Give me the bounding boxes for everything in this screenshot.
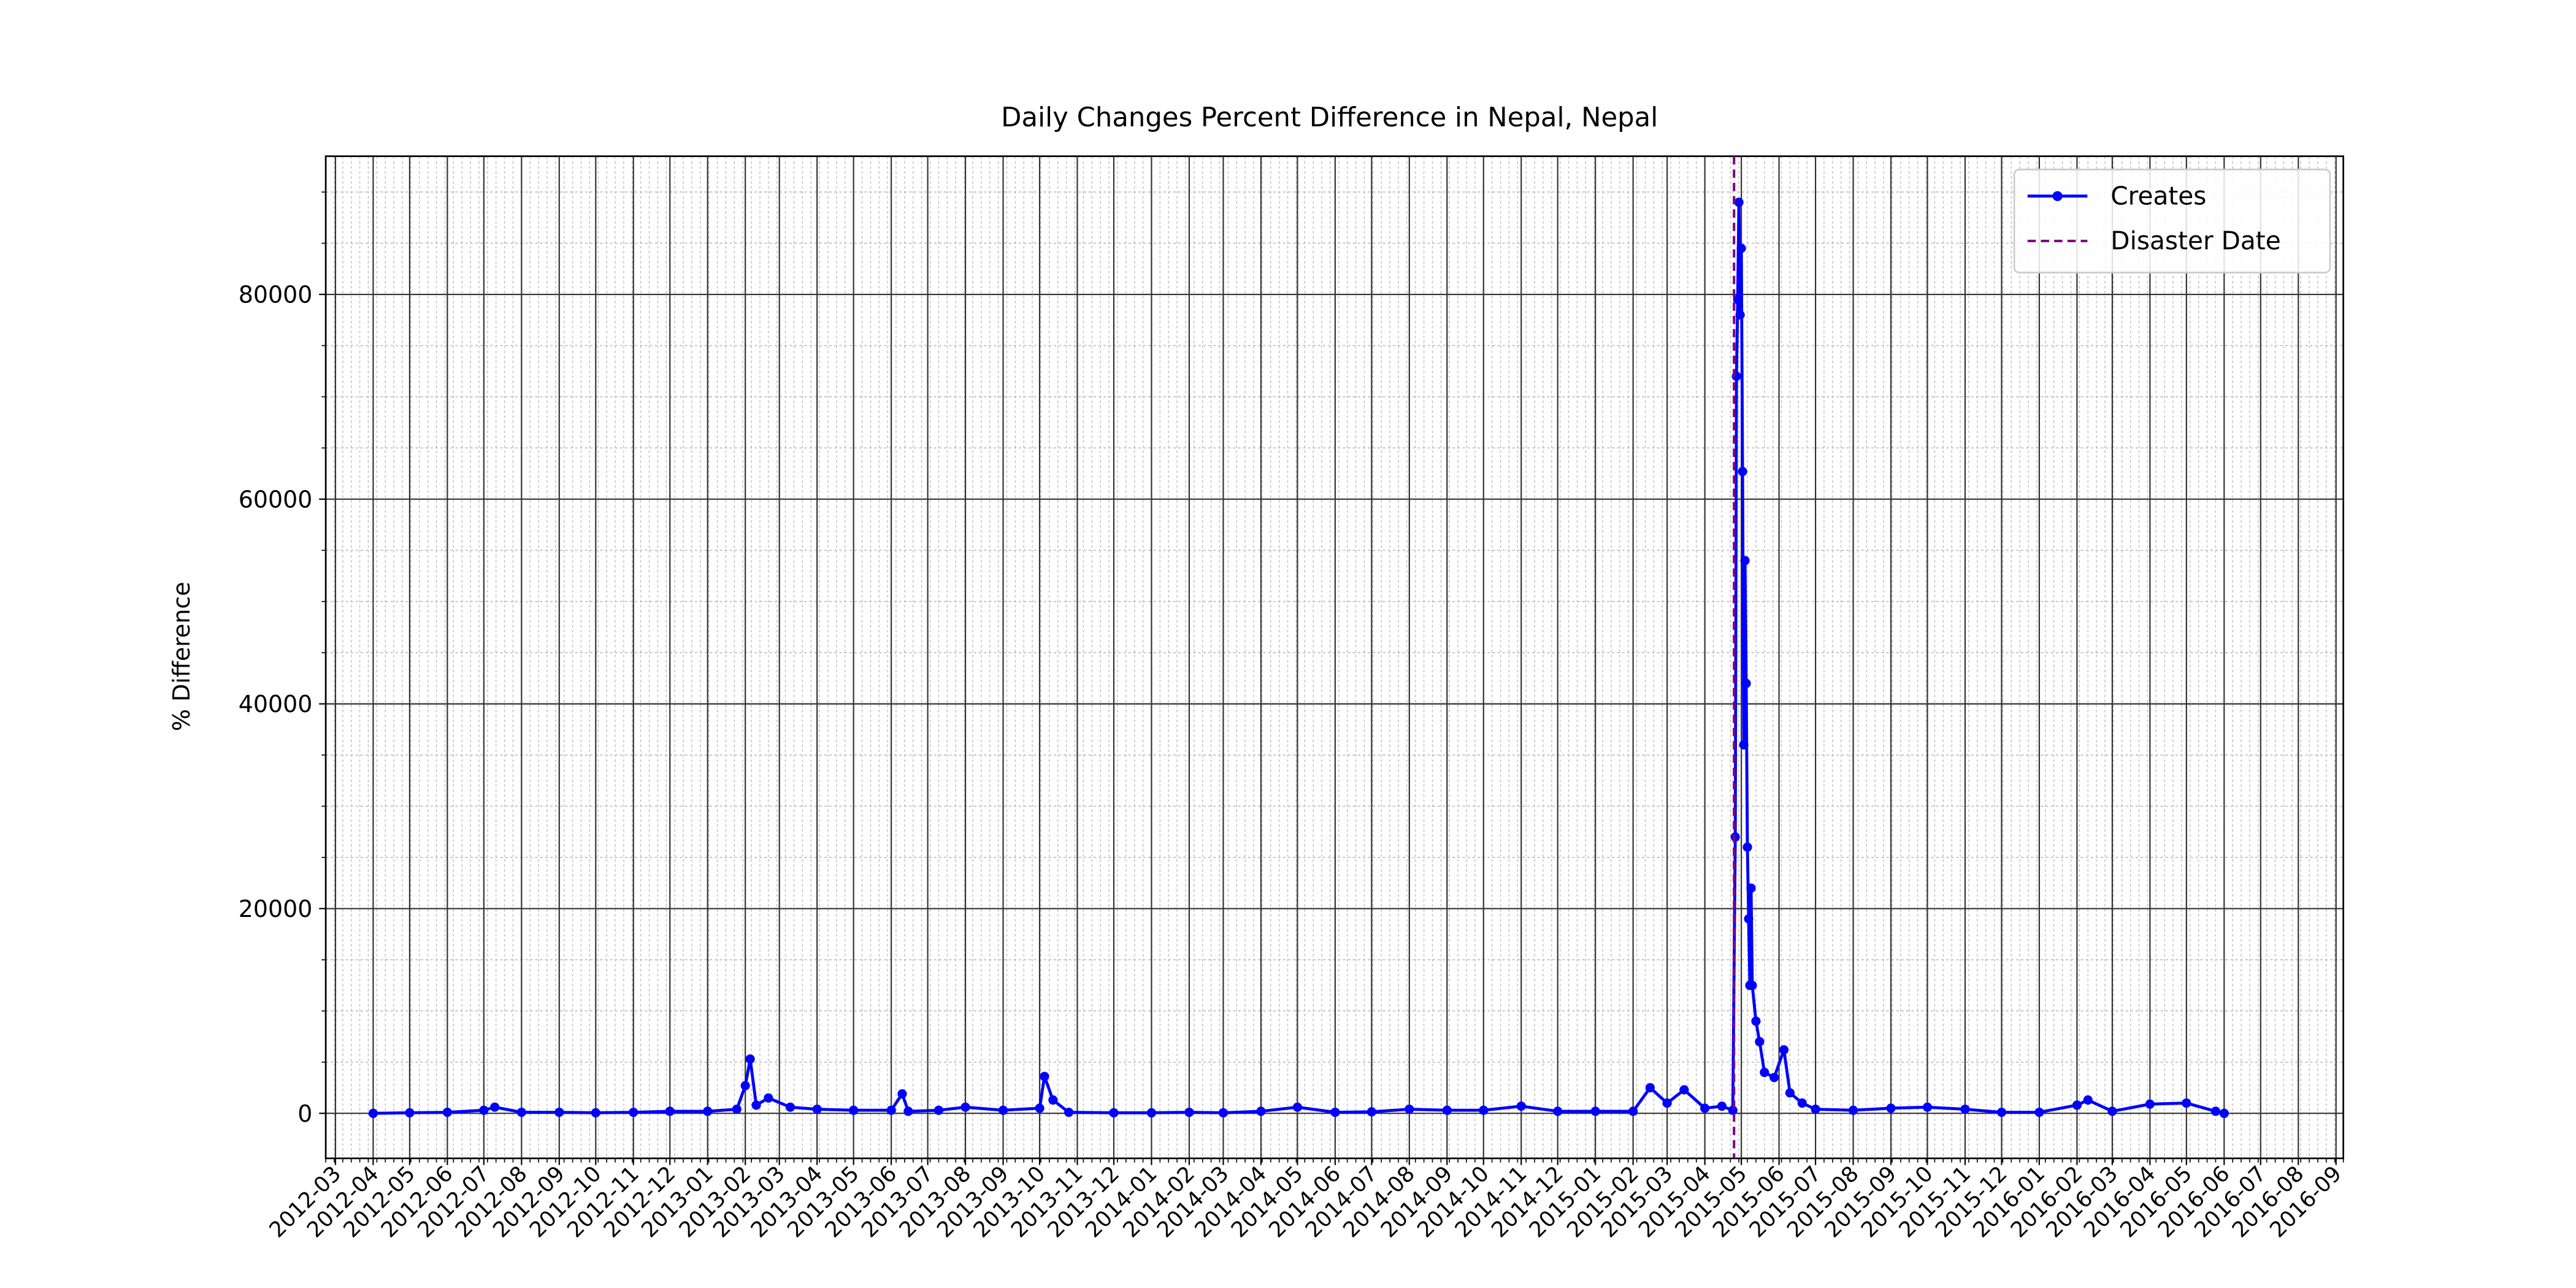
legend-label: Creates [2110, 181, 2206, 210]
data-point [591, 1108, 600, 1117]
data-point [1760, 1067, 1769, 1078]
legend-box [2013, 169, 2331, 274]
data-point [2083, 1095, 2093, 1105]
data-point [2145, 1099, 2155, 1109]
data-point [1700, 1103, 1710, 1113]
data-point [1109, 1108, 1119, 1117]
data-point [1256, 1106, 1266, 1116]
data-point [886, 1105, 896, 1115]
data-point [1922, 1102, 1933, 1112]
data-point [1848, 1105, 1858, 1115]
y-tick-label: 40000 [239, 691, 313, 718]
data-point [849, 1105, 859, 1115]
y-axis-label: % Difference [168, 582, 195, 732]
chart-title: Daily Changes Percent Difference in Nepa… [1001, 102, 1658, 133]
data-point [516, 1107, 526, 1117]
data-point [1740, 556, 1750, 565]
data-point [1739, 740, 1749, 749]
data-point [1064, 1107, 1074, 1117]
data-point [1628, 1106, 1638, 1116]
data-point [1960, 1104, 1970, 1114]
data-point [554, 1107, 564, 1117]
data-point [2210, 1106, 2221, 1116]
data-point [2219, 1108, 2229, 1118]
data-point [1797, 1098, 1807, 1108]
y-tick-label: 0 [297, 1100, 312, 1127]
data-point [2072, 1100, 2082, 1110]
data-point [1755, 1037, 1765, 1046]
data-point [1516, 1101, 1526, 1111]
data-point [1746, 883, 1756, 893]
data-point [629, 1107, 638, 1117]
data-point [368, 1108, 378, 1118]
data-point [740, 1081, 750, 1091]
data-point [1733, 294, 1742, 304]
data-point [2107, 1106, 2117, 1116]
data-point [903, 1106, 913, 1116]
data-point [490, 1102, 500, 1112]
data-point [1590, 1106, 1600, 1116]
data-point [933, 1105, 944, 1115]
data-point [479, 1105, 489, 1115]
data-point [897, 1089, 907, 1099]
data-point [1741, 678, 1751, 688]
data-point [1479, 1105, 1489, 1115]
data-point [1292, 1102, 1302, 1112]
data-point [405, 1108, 415, 1117]
data-point [751, 1100, 761, 1110]
data-point [1744, 914, 1754, 924]
data-point [745, 1054, 755, 1064]
data-point [1742, 842, 1752, 852]
data-point [1785, 1088, 1795, 1098]
legend-label: Disaster Date [2110, 226, 2280, 255]
data-point [1645, 1083, 1655, 1093]
data-point [442, 1107, 452, 1117]
data-point [1747, 980, 1757, 991]
data-point [1738, 467, 1747, 477]
data-point [665, 1106, 675, 1116]
data-point [1367, 1107, 1376, 1117]
data-point [1996, 1107, 2007, 1117]
data-point [1218, 1108, 1229, 1117]
data-point [1040, 1071, 1049, 1081]
data-point [1553, 1106, 1563, 1116]
data-point [1886, 1103, 1896, 1113]
data-point [785, 1102, 795, 1112]
legend-marker [2052, 191, 2063, 201]
data-point [1811, 1104, 1820, 1114]
data-point [1736, 243, 1746, 253]
y-tick-label: 60000 [239, 486, 313, 513]
data-point [998, 1105, 1008, 1115]
data-point [703, 1106, 713, 1116]
data-point [1769, 1073, 1779, 1083]
data-point [1442, 1105, 1452, 1115]
data-point [732, 1104, 742, 1114]
data-point [764, 1093, 773, 1103]
data-point [2182, 1098, 2191, 1108]
data-point [1035, 1103, 1045, 1113]
data-point [1735, 310, 1745, 320]
data-point [1146, 1108, 1157, 1117]
data-point [1330, 1107, 1340, 1117]
data-point [1751, 1016, 1761, 1026]
data-point [1184, 1107, 1194, 1117]
data-point [960, 1102, 970, 1112]
plot-frame [324, 155, 2344, 1159]
y-tick-label: 80000 [239, 282, 313, 309]
data-point [1717, 1101, 1727, 1111]
data-point [1734, 197, 1744, 207]
data-point [1405, 1104, 1414, 1114]
data-point [2034, 1107, 2044, 1117]
data-point [1679, 1085, 1689, 1095]
data-point [1779, 1045, 1789, 1055]
y-tick-label: 20000 [239, 895, 313, 922]
data-point [812, 1104, 822, 1114]
data-point [1662, 1098, 1672, 1108]
data-point [1048, 1095, 1058, 1105]
